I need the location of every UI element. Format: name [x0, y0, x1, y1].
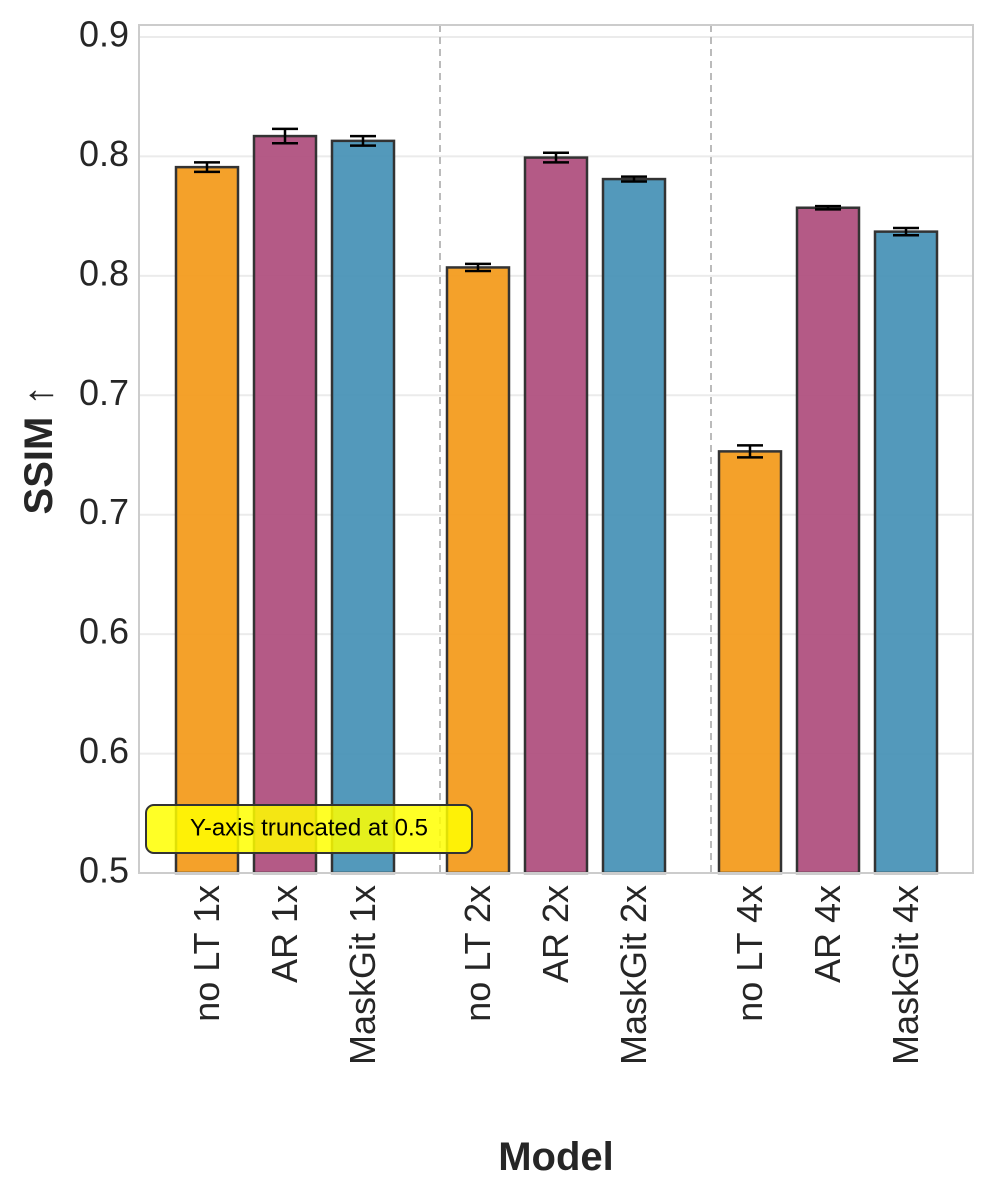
bar-no-lt-4x: [717, 450, 783, 875]
x-tick-label: AR 2x: [535, 885, 576, 983]
error-bar: [465, 262, 491, 273]
error-bar: [893, 226, 919, 237]
x-tick-label: AR 4x: [807, 885, 848, 983]
error-bar: [194, 161, 220, 174]
bar-no-lt-2x: [445, 266, 511, 875]
error-bars: [194, 127, 919, 459]
x-tick-label: AR 1x: [264, 885, 305, 983]
truncation-note: Y-axis truncated at 0.5: [145, 804, 473, 854]
bar-maskgit-2x: [601, 177, 667, 875]
bar-no-lt-1x: [174, 165, 240, 875]
y-tick-label: 0.8: [79, 133, 129, 174]
y-tick-label: 0.6: [79, 611, 129, 652]
x-tick-label: no LT 1x: [186, 885, 227, 1022]
error-bar: [815, 204, 841, 211]
y-tick-label: 0.6: [79, 730, 129, 771]
bar-ar-2x: [523, 156, 589, 875]
bars: [174, 134, 939, 875]
error-bar: [737, 444, 763, 459]
error-bar: [350, 134, 376, 147]
x-tick-label: MaskGit 4x: [885, 885, 926, 1065]
bar-ar-1x: [252, 134, 318, 875]
bar-ar-4x: [795, 206, 861, 875]
x-tick-label: no LT 4x: [729, 885, 770, 1022]
error-bar: [543, 151, 569, 164]
error-bar: [272, 127, 298, 145]
x-tick-label: no LT 2x: [457, 885, 498, 1022]
y-tick-label: 0.9: [79, 13, 129, 54]
y-tick-label: 0.5: [79, 850, 129, 891]
x-axis-title: Model: [498, 1135, 614, 1179]
x-tick-labels: no LT 1x AR 1x MaskGit 1x no LT 2x AR 2x Mask…: [186, 885, 926, 1065]
plot-frame: [138, 24, 974, 874]
error-bar: [621, 175, 647, 183]
y-tick-label: 0.7: [79, 491, 129, 532]
group-separators: [439, 25, 712, 873]
y-tick-labels: 0.5 0.6 0.6 0.7 0.7 0.8 0.8 0.9: [79, 13, 129, 890]
bar-maskgit-1x: [330, 139, 396, 875]
x-tick-label: MaskGit 2x: [613, 885, 654, 1065]
truncation-note-box: [145, 804, 473, 854]
bar-maskgit-4x: [873, 230, 939, 875]
truncation-note-text: Y-axis truncated at 0.5: [190, 814, 428, 841]
x-tick-label: MaskGit 1x: [342, 885, 383, 1065]
y-tick-label: 0.8: [79, 252, 129, 293]
y-axis-title: SSIM ↑: [17, 386, 61, 515]
y-tick-label: 0.7: [79, 372, 129, 413]
